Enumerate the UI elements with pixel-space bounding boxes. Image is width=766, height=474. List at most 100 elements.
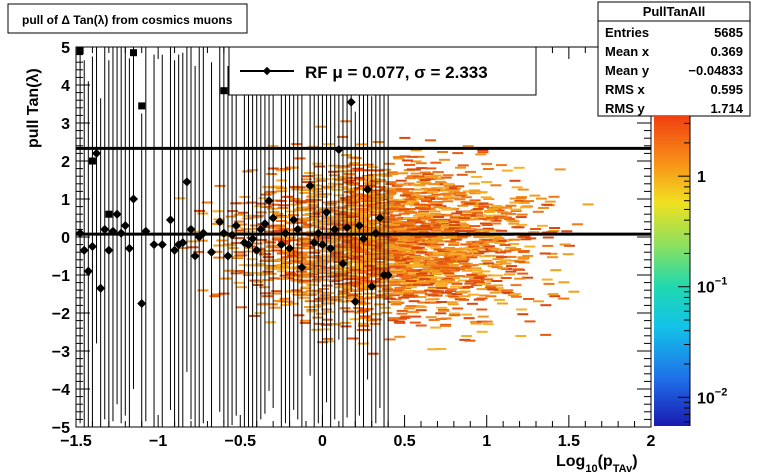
heatmap-cell — [365, 236, 376, 239]
heatmap-cell — [516, 223, 528, 226]
heatmap-cell — [542, 244, 554, 247]
heatmap-cell — [425, 234, 437, 237]
heatmap-cell — [405, 280, 417, 282]
heatmap-cell — [375, 186, 387, 189]
heatmap-cell — [365, 261, 376, 264]
heatmap-cell — [399, 136, 411, 139]
heatmap-cell — [362, 163, 374, 166]
heatmap-cell — [266, 264, 278, 267]
heatmap-cell — [375, 241, 387, 244]
heatmap-cell — [479, 270, 491, 273]
heatmap-cell — [363, 292, 375, 295]
heatmap-cell — [380, 306, 391, 309]
heatmap-cell — [422, 173, 434, 176]
heatmap-cell — [398, 284, 410, 287]
heatmap-cell — [562, 253, 574, 256]
heatmap-cell — [414, 203, 426, 206]
heatmap-cell — [224, 269, 236, 272]
heatmap-cell — [394, 222, 405, 225]
heatmap-cell — [401, 277, 413, 280]
heatmap-cell — [381, 197, 393, 199]
heatmap-cell — [387, 280, 399, 283]
heatmap-cell — [403, 182, 415, 185]
heatmap-cell — [448, 225, 460, 228]
heatmap-cell — [327, 182, 339, 185]
heatmap-cell — [444, 278, 455, 281]
heatmap-cell — [535, 197, 547, 200]
heatmap-cell — [388, 226, 399, 229]
heatmap-cell — [441, 291, 453, 294]
heatmap-cell — [336, 248, 348, 251]
heatmap-cell — [476, 283, 488, 286]
heatmap-cell — [377, 246, 389, 249]
heatmap-cell — [432, 206, 444, 209]
heatmap-cell — [385, 183, 397, 186]
heatmap-cell — [481, 162, 493, 165]
heatmap-cell — [213, 256, 225, 259]
heatmap-cell — [427, 176, 439, 179]
heatmap-cell — [359, 315, 371, 318]
heatmap-cell — [297, 240, 309, 243]
heatmap-cell — [410, 315, 422, 318]
profile-point — [83, 266, 93, 276]
profile-point — [186, 224, 196, 234]
heatmap-cell — [372, 296, 383, 299]
heatmap-cell — [334, 244, 346, 247]
heatmap-cell — [262, 270, 274, 273]
heatmap-cell — [461, 335, 473, 337]
heatmap-cell — [430, 229, 442, 232]
heatmap-cell — [389, 202, 401, 205]
heatmap-cell — [452, 152, 464, 155]
heatmap-cell — [436, 287, 448, 290]
heatmap-cell — [471, 210, 483, 213]
heatmap-cell — [416, 235, 428, 238]
heatmap-cell — [350, 246, 362, 249]
title-box: pull of Δ Tan(λ) from cosmics muons — [7, 3, 248, 34]
heatmap-cell — [457, 223, 469, 226]
heatmap-cell — [390, 290, 402, 293]
heatmap-cell — [401, 260, 413, 262]
heatmap-cell — [505, 212, 516, 215]
heatmap-cell — [369, 180, 381, 183]
heatmap-cell — [360, 221, 372, 224]
heatmap-cell — [347, 169, 359, 172]
heatmap-cell — [514, 277, 526, 280]
heatmap-cell — [481, 259, 493, 262]
heatmap-cell — [347, 229, 359, 232]
heatmap-cell — [388, 317, 400, 320]
heatmap-cell — [558, 297, 570, 300]
heatmap-cell — [459, 262, 470, 265]
heatmap-cell — [305, 206, 317, 209]
heatmap-cell — [227, 247, 239, 250]
heatmap-cell — [530, 228, 541, 230]
heatmap-cell — [438, 251, 449, 253]
heatmap-cell — [340, 325, 352, 328]
heatmap-cell — [347, 257, 359, 260]
heatmap-cell — [327, 275, 339, 278]
heatmap-cell — [375, 294, 387, 297]
heatmap-cell — [403, 294, 414, 297]
heatmap-cell — [357, 286, 368, 288]
heatmap-cell — [305, 289, 317, 292]
heatmap-cell — [415, 296, 427, 298]
heatmap-cell — [359, 242, 371, 245]
heatmap-cell — [330, 255, 342, 258]
heatmap-cell — [405, 243, 416, 246]
heatmap-cell — [428, 201, 439, 204]
heatmap-cell — [397, 172, 409, 175]
heatmap-cell — [300, 217, 312, 220]
heatmap-cell — [415, 309, 427, 312]
heatmap-cell — [393, 188, 405, 191]
heatmap-cell — [361, 200, 373, 203]
heatmap-cell — [449, 277, 460, 280]
heatmap-cell — [270, 231, 282, 234]
heatmap-cell — [411, 188, 423, 191]
heatmap-cell — [407, 200, 419, 203]
heatmap-cell — [347, 189, 359, 192]
profile-point — [248, 234, 258, 244]
heatmap-cell — [322, 187, 334, 190]
heatmap-cell — [430, 265, 442, 268]
heatmap-cell — [518, 235, 530, 238]
heatmap-cell — [385, 173, 397, 176]
heatmap-cell — [430, 224, 441, 227]
